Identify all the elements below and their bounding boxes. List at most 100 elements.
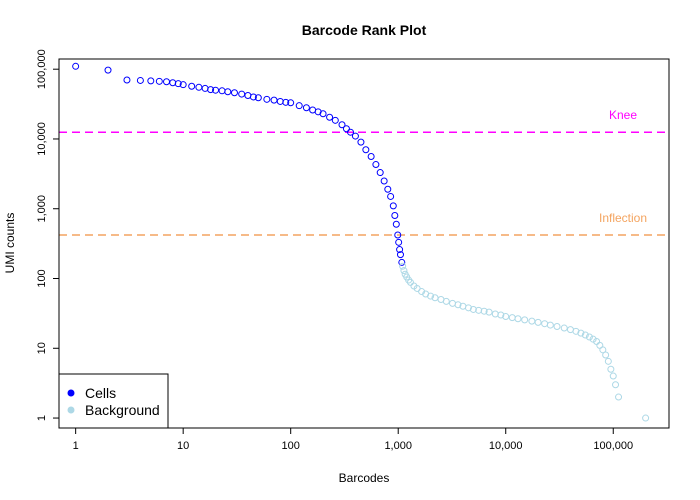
cells-point	[249, 93, 257, 101]
cells-point	[384, 185, 392, 193]
cells-point	[276, 97, 284, 105]
cells-point	[362, 146, 370, 154]
cells-point	[230, 89, 238, 97]
background-point	[508, 314, 516, 322]
background-point	[599, 346, 607, 354]
background-point	[497, 311, 505, 319]
background-point	[612, 381, 620, 389]
background-point	[609, 372, 617, 380]
cells-point	[391, 211, 399, 219]
cells-point	[342, 125, 350, 133]
cells-point	[169, 79, 177, 87]
plot-frame	[58, 58, 670, 429]
background-point	[469, 305, 477, 313]
legend-cells-marker	[67, 389, 75, 397]
cells-point	[207, 86, 215, 94]
cells-point	[163, 78, 171, 86]
knee-threshold-label: Knee	[609, 108, 637, 122]
background-point	[406, 278, 414, 286]
y-tick-label: 10	[36, 342, 48, 354]
inflection-threshold-label: Inflection	[599, 211, 647, 225]
cells-point	[392, 220, 400, 228]
cells-point	[396, 246, 404, 254]
background-point	[585, 333, 593, 341]
y-tick-label: 1,000	[36, 195, 48, 223]
background-point	[607, 365, 615, 373]
y-tick-label: 100,000	[36, 49, 48, 89]
cells-point	[395, 238, 403, 246]
background-point	[485, 308, 493, 316]
legend-background-label: Background	[85, 402, 160, 418]
cells-point	[254, 94, 262, 102]
background-point	[541, 320, 549, 328]
cells-point	[104, 66, 112, 74]
x-tick-label: 1,000	[384, 440, 412, 452]
background-point	[604, 357, 612, 365]
cells-point	[387, 192, 395, 200]
cells-point	[224, 88, 232, 96]
cells-point	[331, 116, 339, 124]
x-tick-label: 10	[177, 440, 189, 452]
background-point	[502, 313, 510, 321]
cells-point	[372, 161, 380, 169]
y-axis: 1 10 100 1,000 10,000 100,000	[36, 49, 59, 421]
x-tick-label: 10,000	[489, 440, 523, 452]
cells-point	[319, 110, 327, 118]
x-tick-label: 100,000	[593, 440, 633, 452]
background-point	[589, 335, 597, 343]
background-point	[400, 267, 408, 275]
cells-point	[136, 76, 144, 84]
cells-point	[195, 83, 203, 91]
background-point	[572, 327, 580, 335]
background-point	[442, 297, 450, 305]
y-tick-label: 1	[36, 415, 48, 421]
cells-point	[263, 95, 271, 103]
background-point	[464, 304, 472, 312]
y-tick-label: 100	[36, 269, 48, 287]
x-axis: 1 10 100 1,000 10,000 100,000	[73, 428, 633, 452]
background-point	[553, 323, 561, 331]
legend: Cells Background	[58, 373, 169, 429]
cells-point	[367, 153, 375, 161]
background-point	[581, 331, 589, 339]
background-point	[546, 321, 554, 329]
y-tick-label: 10,000	[36, 122, 48, 156]
cells-point	[270, 96, 278, 104]
x-tick-label: 1	[73, 440, 79, 452]
cells-point	[302, 104, 310, 112]
cells-point	[188, 82, 196, 90]
background-point	[577, 329, 585, 337]
cells-point	[212, 86, 220, 94]
legend-background-marker	[67, 406, 75, 414]
background-point	[615, 393, 623, 401]
cells-point	[396, 251, 404, 259]
cells-point	[287, 99, 295, 107]
cells-point	[380, 177, 388, 185]
cells-point	[147, 77, 155, 85]
chart-title: Barcode Rank Plot	[302, 22, 427, 38]
background-point	[480, 307, 488, 315]
cells-point	[347, 128, 355, 136]
background-point	[491, 310, 499, 318]
cells-point	[218, 87, 226, 95]
cells-point	[155, 77, 163, 85]
cells-point	[326, 113, 334, 121]
background-point	[534, 318, 542, 326]
legend-cells-label: Cells	[85, 385, 116, 401]
background-point	[528, 317, 536, 325]
cells-point	[389, 202, 397, 210]
cells-point	[174, 80, 182, 88]
cells-point	[398, 258, 406, 266]
background-point	[514, 315, 522, 323]
x-tick-label: 100	[282, 440, 300, 452]
background-point	[642, 414, 650, 422]
cells-point	[338, 121, 346, 129]
cells-point	[179, 81, 187, 89]
background-point	[427, 292, 435, 300]
background-point	[521, 316, 529, 324]
background-point	[560, 324, 568, 332]
cells-point	[376, 169, 384, 177]
cells-point	[238, 90, 246, 98]
cells-point	[357, 138, 365, 146]
